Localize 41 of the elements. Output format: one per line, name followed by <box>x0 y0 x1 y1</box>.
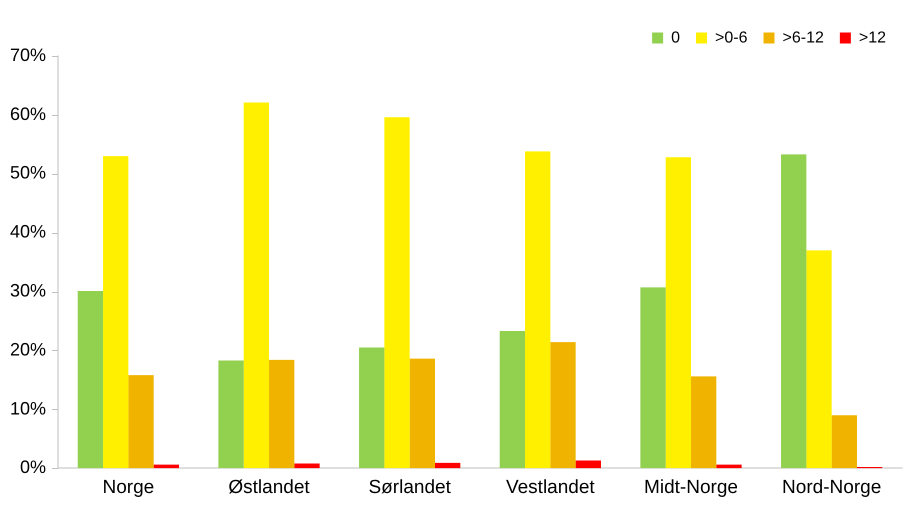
bar <box>435 462 460 468</box>
bar <box>525 151 550 468</box>
bar <box>103 156 128 468</box>
x-tick-label: Norge <box>102 476 154 498</box>
bar <box>359 347 384 468</box>
bar <box>781 154 806 468</box>
x-tick-label: Nord-Norge <box>782 476 882 498</box>
y-tick-label: 20% <box>10 339 46 360</box>
y-tick-label: 60% <box>10 104 46 124</box>
bar <box>410 358 435 468</box>
y-tick-label: 50% <box>10 162 46 183</box>
bar <box>691 376 716 468</box>
x-tick-label: Vestlandet <box>506 476 596 498</box>
legend-label: >0-6 <box>715 29 748 46</box>
bar <box>269 360 294 468</box>
legend-label: >12 <box>858 29 886 46</box>
x-tick-label: Midt-Norge <box>644 476 738 498</box>
bar <box>218 360 244 468</box>
y-tick-label: 30% <box>10 280 46 301</box>
bar <box>154 464 179 468</box>
y-tick-label: 10% <box>10 398 46 418</box>
bar <box>128 375 154 468</box>
y-tick-label: 0% <box>20 457 46 478</box>
bar <box>78 290 104 468</box>
bar <box>244 102 270 468</box>
bar <box>666 157 692 468</box>
bar <box>832 415 857 468</box>
x-tick-label: Sørlandet <box>368 476 452 498</box>
bar <box>384 117 410 468</box>
y-tick-label: 40% <box>10 222 46 242</box>
y-tick-label: 70% <box>10 44 46 65</box>
bar <box>550 342 576 468</box>
bar <box>716 464 742 468</box>
bar <box>806 250 832 468</box>
bar <box>294 463 320 468</box>
x-tick-label: Østlandet <box>228 476 310 498</box>
legend-label: >6-12 <box>782 29 824 46</box>
bar <box>500 330 526 468</box>
legend-label: 0 <box>671 29 680 46</box>
bar <box>640 287 666 468</box>
bar <box>576 460 601 468</box>
